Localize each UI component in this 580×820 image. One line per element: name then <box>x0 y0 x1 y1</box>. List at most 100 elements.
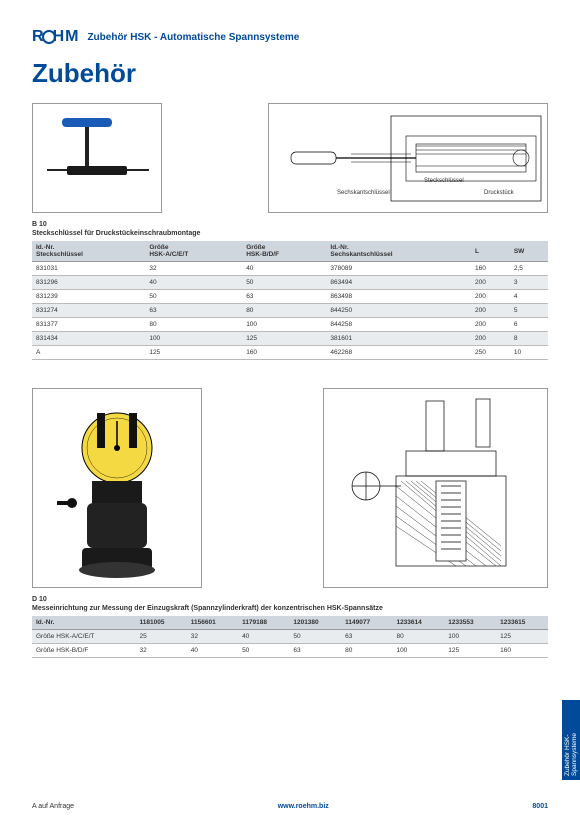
table-cell: 831377 <box>32 318 145 332</box>
table-cell: 160 <box>242 346 326 360</box>
table-col: 1181005 <box>136 616 187 630</box>
table-row: A12516046226825010 <box>32 346 548 360</box>
table-cell: 831434 <box>32 332 145 346</box>
table-row: Größe HSK-B/D/F3240506380100125160 <box>32 644 548 658</box>
table-cell: 50 <box>238 644 289 658</box>
header-subtitle: Zubehör HSK - Automatische Spannsysteme <box>87 32 299 43</box>
figure-row-2 <box>32 388 548 588</box>
table-cell: 25 <box>136 630 187 644</box>
table-cell: 80 <box>392 630 444 644</box>
table-cell: 80 <box>341 644 392 658</box>
table-cell: 125 <box>496 630 548 644</box>
table-col: 1149077 <box>341 616 392 630</box>
table-cell: 100 <box>145 332 242 346</box>
figure-gauge-photo <box>32 388 202 588</box>
page-footer: A auf Anfrage www.roehm.biz 8001 <box>32 803 548 810</box>
table-cell: 8 <box>510 332 548 346</box>
table-row: 8314341001253816012008 <box>32 332 548 346</box>
table-cell: Größe HSK-A/C/E/T <box>32 630 136 644</box>
table-cell: 160 <box>471 262 510 276</box>
table-cell: 378089 <box>326 262 471 276</box>
footer-left: A auf Anfrage <box>32 803 74 810</box>
table-cell: 381601 <box>326 332 471 346</box>
table-cell: 40 <box>242 262 326 276</box>
diagram-label-a: Steckschlüssel <box>424 178 464 184</box>
table-cell: 63 <box>145 304 242 318</box>
table-cell: 63 <box>242 290 326 304</box>
table-cell: 40 <box>145 276 242 290</box>
table-cell: 125 <box>242 332 326 346</box>
table-cell: 40 <box>187 644 238 658</box>
table-cell: 40 <box>238 630 289 644</box>
table-cell: 831296 <box>32 276 145 290</box>
table-cell: 2,5 <box>510 262 548 276</box>
table-cell: 200 <box>471 332 510 346</box>
table-cell: 200 <box>471 318 510 332</box>
table-cell: 32 <box>145 262 242 276</box>
table-cell: 50 <box>145 290 242 304</box>
table-cell: 3 <box>510 276 548 290</box>
table-col: 1233553 <box>444 616 496 630</box>
table-cell: 32 <box>187 630 238 644</box>
diagram-label-c: Druckstück <box>484 190 514 196</box>
table-col: Id.-Nr.Steckschlüssel <box>32 241 145 262</box>
table-cell: 100 <box>242 318 326 332</box>
figure-gauge-diagram <box>323 388 548 588</box>
table-cell: A <box>32 346 145 360</box>
table-cell: Größe HSK-B/D/F <box>32 644 136 658</box>
table-cell: 462268 <box>326 346 471 360</box>
figure-row-1: Steckschlüssel Sechskantschlüssel Drucks… <box>32 103 548 213</box>
table-col: SW <box>510 241 548 262</box>
logo: RHM <box>32 28 79 46</box>
figure-wrench-photo <box>32 103 162 213</box>
table-cell: 10 <box>510 346 548 360</box>
table-col: Id.-Nr.Sechskantschlüssel <box>326 241 471 262</box>
table-cell: 50 <box>242 276 326 290</box>
table-cell: 844258 <box>326 318 471 332</box>
section2-code: D 10 <box>32 596 548 603</box>
section2-desc: Messeinrichtung zur Messung der Einzugsk… <box>32 605 548 612</box>
section1-code: B 10 <box>32 221 548 228</box>
table-cell: 80 <box>242 304 326 318</box>
table-cell: 831239 <box>32 290 145 304</box>
table-row: 83127463808442502005 <box>32 304 548 318</box>
table-col: L <box>471 241 510 262</box>
table-col: GrößeHSK-A/C/E/T <box>145 241 242 262</box>
diagram-label-b: Sechskantschlüssel <box>337 190 390 196</box>
table-cell: 200 <box>471 290 510 304</box>
table-row: Größe HSK-A/C/E/T253240506380100125 <box>32 630 548 644</box>
table-col: 1201380 <box>289 616 341 630</box>
figure-wrench-diagram: Steckschlüssel Sechskantschlüssel Drucks… <box>268 103 548 213</box>
table-cell: 63 <box>341 630 392 644</box>
table-cell: 200 <box>471 276 510 290</box>
table-cell: 63 <box>289 644 341 658</box>
table-col: GrößeHSK-B/D/F <box>242 241 326 262</box>
table-cell: 863494 <box>326 276 471 290</box>
table-section1: Id.-Nr.SteckschlüsselGrößeHSK-A/C/E/TGrö… <box>32 241 548 360</box>
table-cell: 80 <box>145 318 242 332</box>
table-cell: 250 <box>471 346 510 360</box>
table-col: 1233615 <box>496 616 548 630</box>
table-col: 1233614 <box>392 616 444 630</box>
table-cell: 125 <box>145 346 242 360</box>
page-header: RHM Zubehör HSK - Automatische Spannsyst… <box>32 28 548 46</box>
table-col: 1179188 <box>238 616 289 630</box>
table-cell: 160 <box>496 644 548 658</box>
table-cell: 6 <box>510 318 548 332</box>
table-cell: 831274 <box>32 304 145 318</box>
table-cell: 5 <box>510 304 548 318</box>
table-row: 83103132403780891602,5 <box>32 262 548 276</box>
table-cell: 863498 <box>326 290 471 304</box>
page-number: 8001 <box>532 803 548 810</box>
section1-desc: Steckschlüssel für Druckstückeinschraubm… <box>32 230 548 237</box>
table-col: 1156601 <box>187 616 238 630</box>
table-row: 83123950638634982004 <box>32 290 548 304</box>
table-row: 831377801008442582006 <box>32 318 548 332</box>
table-section2: Id.-Nr.118100511566011179188120138011490… <box>32 616 548 658</box>
table-cell: 100 <box>392 644 444 658</box>
table-cell: 32 <box>136 644 187 658</box>
table-cell: 125 <box>444 644 496 658</box>
table-cell: 831031 <box>32 262 145 276</box>
table-cell: 50 <box>289 630 341 644</box>
table-col: Id.-Nr. <box>32 616 136 630</box>
